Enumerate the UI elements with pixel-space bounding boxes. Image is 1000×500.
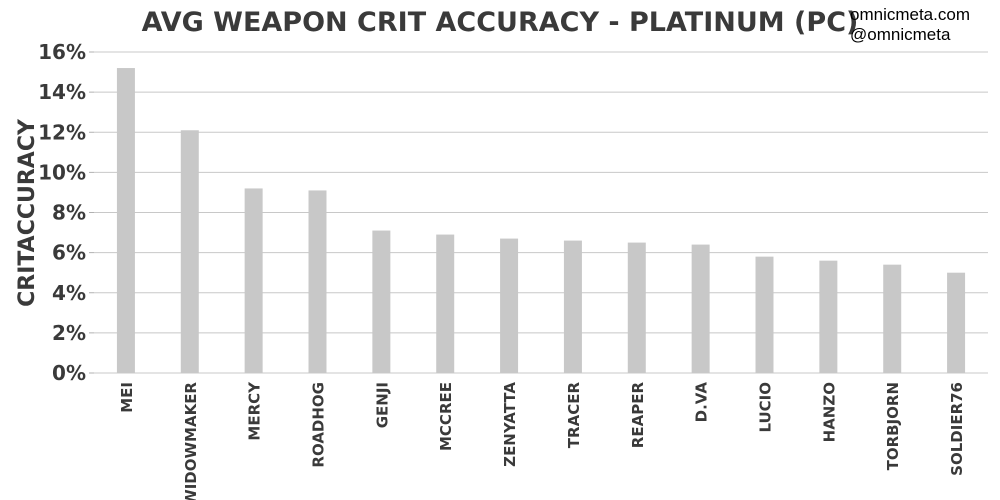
- y-tick-label: 0%: [52, 361, 86, 385]
- x-tick-label: SOLDIER76: [948, 382, 966, 476]
- bar-soldier76: [947, 272, 966, 373]
- bar-zenyatta: [500, 238, 519, 373]
- x-tick-label: TORBJORN: [884, 382, 902, 470]
- y-tick-label: 14%: [38, 80, 86, 104]
- bar-mercy: [244, 188, 263, 373]
- chart-title: AVG WEAPON CRIT ACCURACY - PLATINUM (PC): [142, 7, 859, 38]
- x-tick-label: ZENYATTA: [501, 382, 519, 467]
- bar-lucio: [755, 256, 774, 373]
- x-tick-label: TRACER: [565, 382, 583, 449]
- bar-hanzo: [819, 260, 838, 373]
- bar-widowmaker: [180, 130, 199, 373]
- x-tick-label: REAPER: [629, 382, 647, 449]
- y-tick-label: 16%: [38, 40, 86, 64]
- x-tick-label: MCCREE: [437, 382, 455, 451]
- y-tick-label: 8%: [52, 201, 86, 225]
- x-tick-label: MEI: [118, 382, 136, 413]
- bar-layer: [116, 68, 966, 374]
- y-axis-label: CRITACCURACY: [15, 118, 40, 307]
- bar-reaper: [627, 242, 646, 373]
- bar-genji: [372, 230, 391, 373]
- y-tick-label: 4%: [52, 281, 86, 305]
- bar-dva: [691, 244, 710, 373]
- bar-tracer: [563, 240, 582, 373]
- x-tick-label: LUCIO: [757, 382, 775, 433]
- x-tick-layer: MEI WIDOWMAKER MERCY ROADHOG GENJI MCCREE ZENY…: [118, 381, 966, 500]
- x-tick-label: D.VA: [693, 382, 711, 423]
- y-tick-label: 6%: [52, 241, 86, 265]
- bar-mei: [116, 68, 135, 374]
- bar-torbjorn: [883, 264, 902, 373]
- x-tick-label: GENJI: [373, 382, 391, 428]
- y-tick-layer: 0% 2% 4% 6% 8% 10% 12% 14% 16%: [38, 40, 86, 385]
- credit-site: omnicmeta.com: [850, 5, 970, 24]
- y-tick-label: 10%: [38, 160, 86, 184]
- y-tick-label: 2%: [52, 321, 86, 345]
- x-tick-label: HANZO: [820, 382, 838, 442]
- bar-roadhog: [308, 190, 327, 373]
- x-tick-label: ROADHOG: [310, 382, 328, 468]
- y-tick-label: 12%: [38, 120, 86, 144]
- bar-mccree: [436, 234, 455, 373]
- x-tick-label: WIDOWMAKER: [182, 382, 200, 500]
- grid-layer: [89, 51, 988, 374]
- x-tick-label: MERCY: [246, 381, 264, 441]
- credit-handle: @omnicmeta: [850, 25, 951, 44]
